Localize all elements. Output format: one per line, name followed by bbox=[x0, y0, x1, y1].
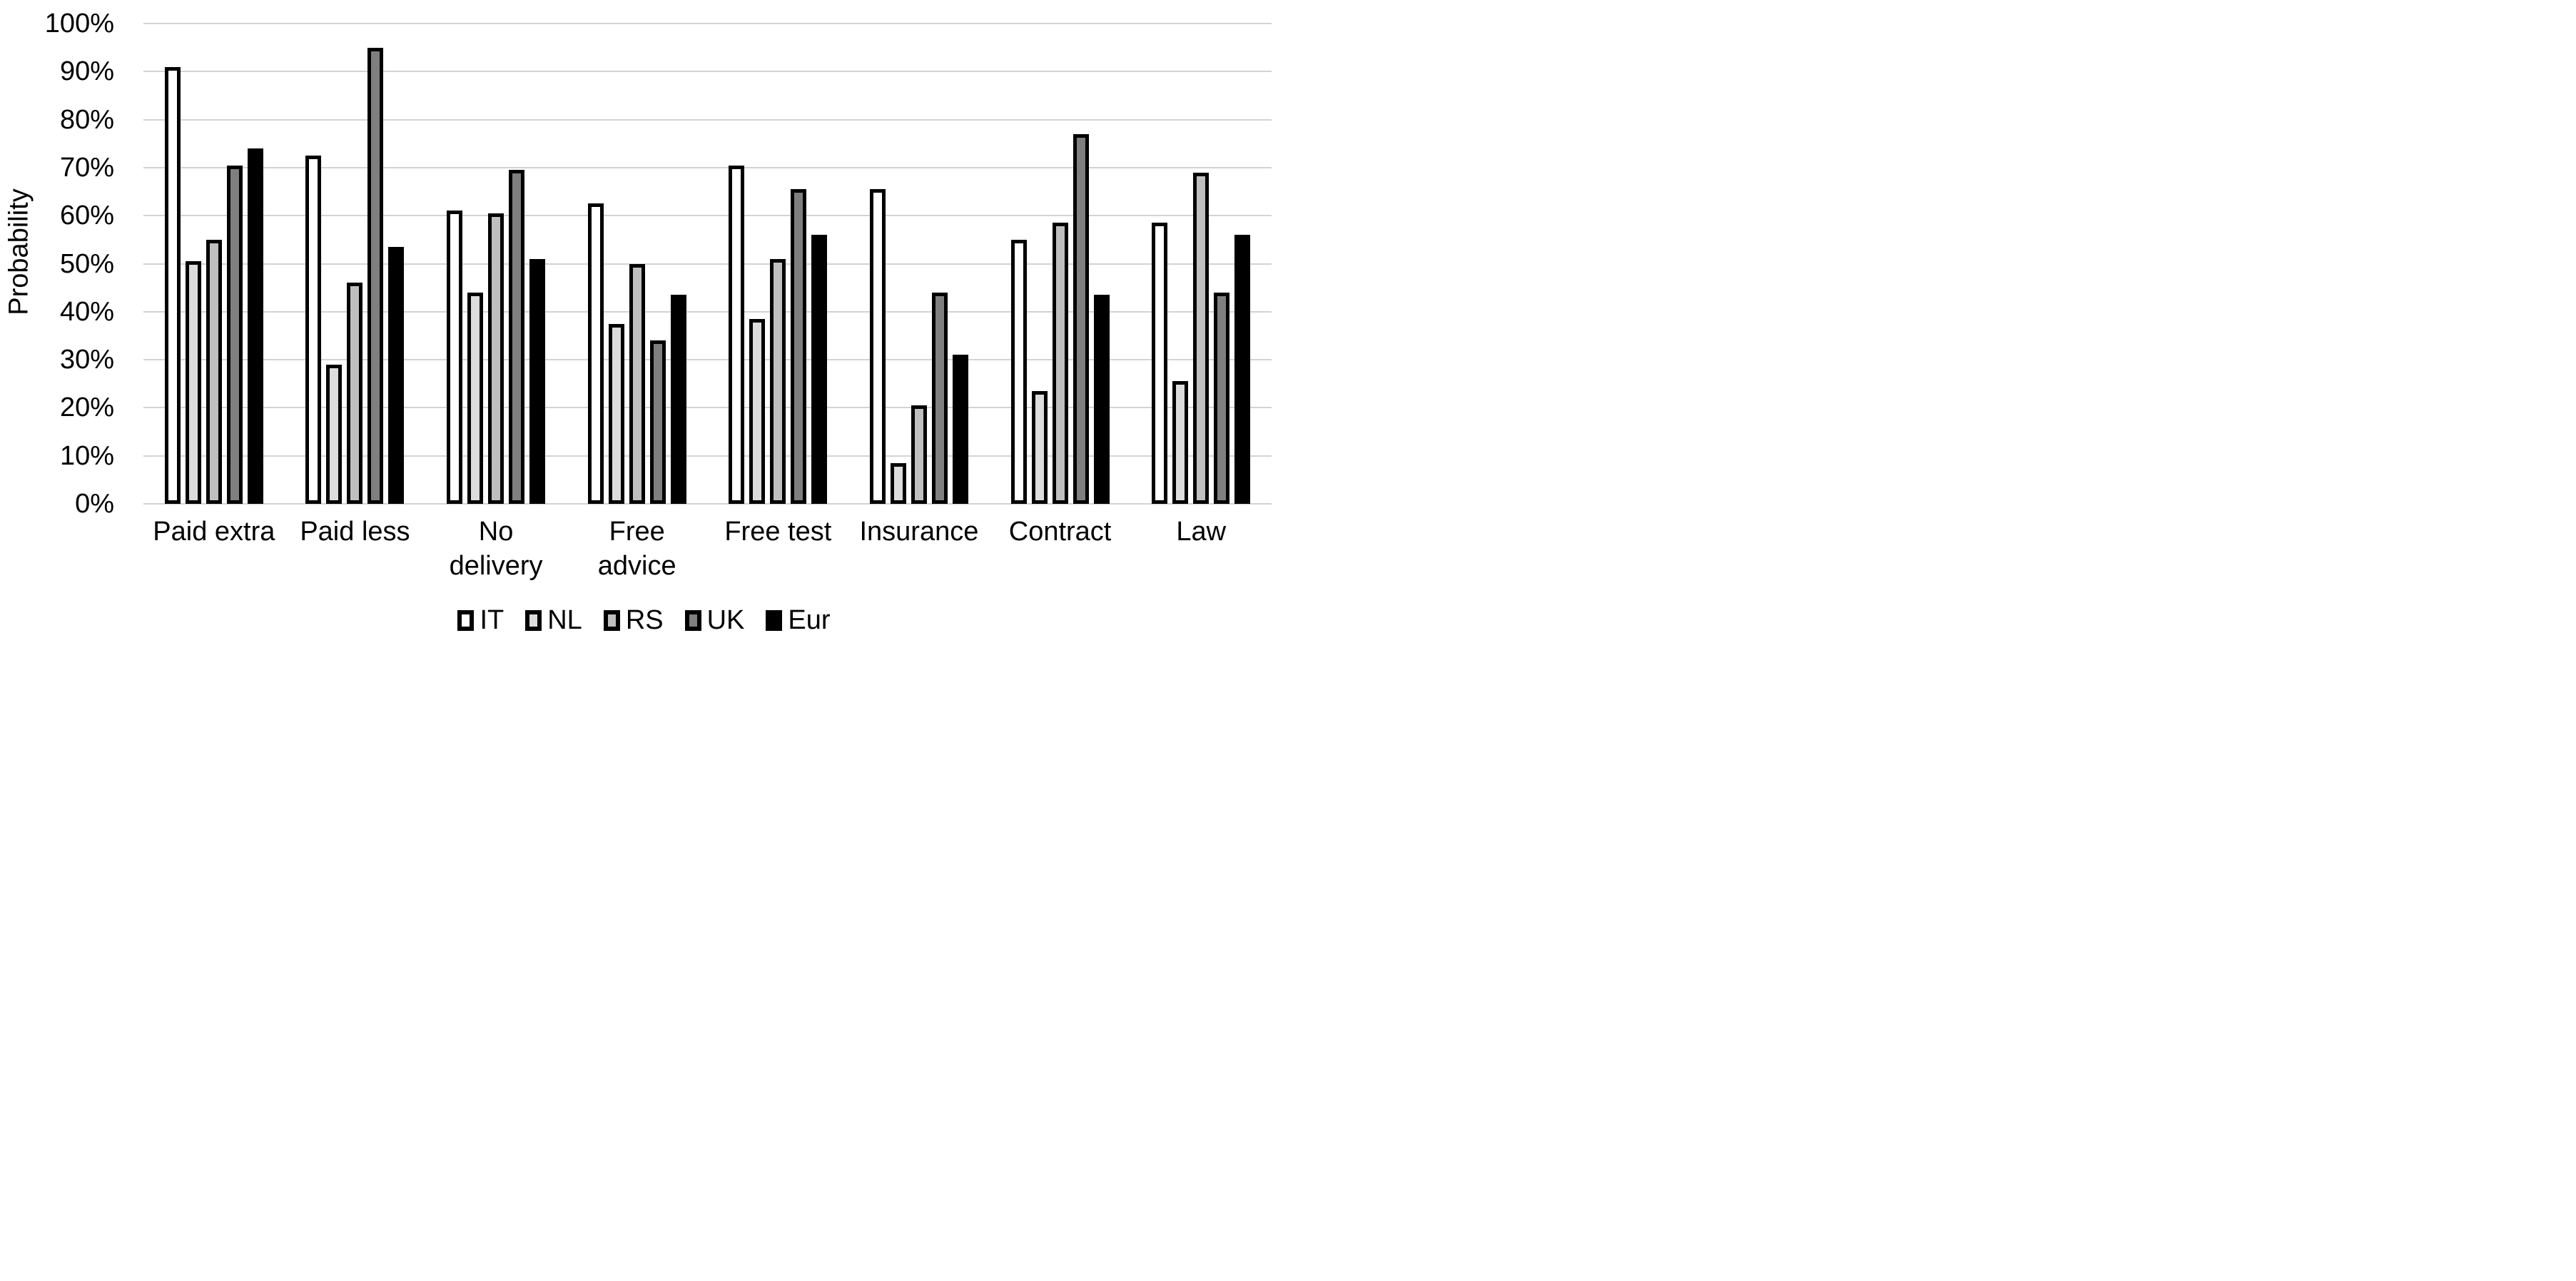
bar-rs-no-delivery bbox=[488, 213, 504, 504]
legend-item-it: IT bbox=[457, 605, 504, 636]
category-group-paid-less bbox=[285, 24, 426, 504]
bar-uk-free-test bbox=[791, 189, 807, 504]
gridline-80 bbox=[143, 118, 1272, 121]
category-group-contract bbox=[990, 24, 1131, 504]
bar-it-no-delivery bbox=[447, 211, 463, 504]
bar-eur-contract bbox=[1093, 295, 1110, 504]
bar-rs-paid-less bbox=[347, 283, 363, 504]
gridline-40 bbox=[143, 310, 1272, 313]
bar-eur-paid-less bbox=[388, 246, 405, 504]
plot-area bbox=[143, 23, 1272, 505]
gridline-30 bbox=[143, 359, 1272, 361]
bar-eur-free-advice bbox=[670, 295, 686, 504]
bar-nl-contract bbox=[1031, 390, 1048, 504]
gridline-90 bbox=[143, 71, 1272, 73]
legend-marker-rs bbox=[603, 610, 620, 631]
gridline-0 bbox=[143, 503, 1272, 505]
bar-uk-insurance bbox=[931, 292, 948, 504]
bar-it-insurance bbox=[869, 189, 886, 504]
x-axis-label-free-test: Free test bbox=[724, 517, 832, 547]
bar-eur-paid-extra bbox=[247, 148, 263, 504]
bar-eur-no-delivery bbox=[529, 258, 546, 504]
bar-uk-contract bbox=[1073, 133, 1089, 504]
y-axis-tick-label: 50% bbox=[59, 248, 114, 279]
legend-label: Eur bbox=[788, 605, 831, 635]
legend-label: RS bbox=[625, 605, 664, 635]
x-axis-label-paid-less: Paid less bbox=[300, 517, 410, 547]
bar-it-law bbox=[1152, 223, 1168, 504]
bar-rs-law bbox=[1193, 172, 1210, 504]
bar-eur-free-test bbox=[811, 235, 828, 504]
legend-marker-nl bbox=[525, 610, 542, 631]
y-axis-tick-label: 80% bbox=[59, 104, 114, 135]
y-axis-tick-label: 30% bbox=[59, 345, 114, 375]
bar-nl-free-test bbox=[749, 318, 766, 504]
gridline-10 bbox=[143, 455, 1272, 457]
bar-rs-contract bbox=[1052, 223, 1068, 504]
y-axis-tick-label: 90% bbox=[59, 56, 114, 87]
legend-marker-it bbox=[457, 610, 475, 631]
category-group-free-test bbox=[708, 24, 849, 504]
gridline-70 bbox=[143, 166, 1272, 168]
y-axis-tick-label: 100% bbox=[44, 9, 114, 39]
bar-it-free-advice bbox=[587, 203, 604, 504]
category-group-insurance bbox=[848, 24, 990, 504]
bar-rs-insurance bbox=[911, 405, 927, 504]
chart-container: Probability 100% 90% 80% 70% 60% 50% 40% 30% 20%… bbox=[0, 0, 1288, 641]
bar-uk-paid-extra bbox=[226, 165, 243, 504]
bar-nl-insurance bbox=[890, 462, 906, 504]
x-axis-label-free-advice: Free advice bbox=[597, 517, 676, 581]
x-axis-label-contract: Contract bbox=[1008, 517, 1112, 547]
category-group-law bbox=[1130, 24, 1272, 504]
bar-uk-free-advice bbox=[649, 340, 666, 504]
legend-item-uk: UK bbox=[684, 605, 745, 636]
bar-it-paid-less bbox=[305, 156, 322, 504]
x-axis-label-law: Law bbox=[1176, 517, 1227, 547]
gridline-20 bbox=[143, 407, 1272, 409]
bar-rs-free-advice bbox=[629, 263, 645, 504]
bar-groups bbox=[143, 24, 1272, 504]
bar-nl-paid-extra bbox=[185, 261, 201, 504]
x-axis-label-insurance: Insurance bbox=[859, 517, 979, 547]
gridline-100 bbox=[143, 23, 1272, 24]
category-group-free-advice bbox=[567, 24, 708, 504]
category-group-paid-extra bbox=[143, 24, 285, 504]
bar-nl-free-advice bbox=[608, 323, 624, 504]
bar-rs-paid-extra bbox=[206, 239, 222, 504]
y-axis-tick-labels: 100% 90% 80% 70% 60% 50% 40% 30% 20% 10% 0% bbox=[0, 10, 114, 517]
bar-it-free-test bbox=[729, 165, 745, 504]
legend-marker-eur bbox=[766, 610, 783, 631]
bar-uk-law bbox=[1214, 292, 1230, 504]
legend-item-eur: Eur bbox=[766, 605, 831, 636]
bar-it-paid-extra bbox=[164, 66, 181, 504]
bar-eur-law bbox=[1234, 235, 1251, 504]
y-axis-tick-label: 10% bbox=[59, 440, 114, 471]
legend-marker-uk bbox=[684, 610, 701, 631]
bar-uk-paid-less bbox=[367, 47, 384, 504]
y-axis-tick-label: 0% bbox=[75, 489, 114, 519]
y-axis-tick-label: 60% bbox=[59, 201, 114, 231]
category-group-no-delivery bbox=[425, 24, 567, 504]
x-axis-labels: Paid extra Paid less No delivery Free advic… bbox=[143, 515, 1272, 583]
bar-nl-law bbox=[1172, 381, 1189, 504]
y-axis-tick-label: 20% bbox=[59, 393, 114, 423]
bar-eur-insurance bbox=[952, 355, 968, 504]
bar-it-contract bbox=[1010, 239, 1027, 504]
y-axis-tick-label: 70% bbox=[59, 152, 114, 183]
legend-label: NL bbox=[547, 605, 582, 635]
y-axis-tick-label: 40% bbox=[59, 296, 114, 327]
bar-nl-no-delivery bbox=[467, 292, 484, 504]
bar-uk-no-delivery bbox=[509, 170, 525, 504]
legend: IT NL RS UK Eur bbox=[0, 605, 1288, 636]
legend-label: IT bbox=[480, 605, 504, 635]
bar-nl-paid-less bbox=[326, 364, 343, 504]
legend-label: UK bbox=[706, 605, 745, 635]
x-axis-label-paid-extra: Paid extra bbox=[153, 517, 275, 547]
gridline-50 bbox=[143, 263, 1272, 265]
legend-item-nl: NL bbox=[525, 605, 582, 636]
bar-rs-free-test bbox=[770, 258, 786, 504]
x-axis-label-no-delivery: No delivery bbox=[449, 517, 543, 581]
legend-item-rs: RS bbox=[603, 605, 664, 636]
gridline-60 bbox=[143, 215, 1272, 217]
